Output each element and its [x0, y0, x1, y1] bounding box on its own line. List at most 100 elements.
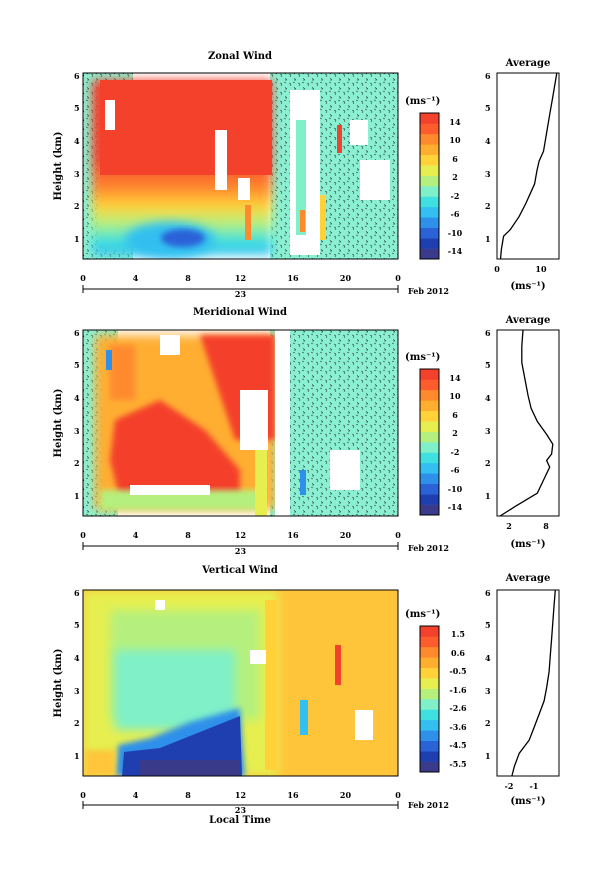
colorbar-swatch	[420, 206, 439, 218]
x-tick-label: 8	[185, 273, 191, 283]
dynamic-marks	[419, 72, 558, 777]
y-tick-label: 3	[74, 686, 80, 696]
y-tick-label: 6	[74, 328, 80, 338]
colorbar-tick: -5.5	[449, 759, 466, 769]
y-tick-label: 4	[74, 653, 80, 663]
colorbar-swatch	[420, 688, 439, 700]
colorbar-frame	[419, 112, 440, 260]
y-axis-title: Height (km)	[53, 132, 64, 201]
colorbar-swatch	[420, 636, 439, 648]
profile-y-tick: 5	[485, 360, 491, 370]
day-bar-zonal: 23 Feb 2012	[82, 285, 449, 299]
title-zonal-wind: Zonal Wind	[208, 51, 272, 62]
heatmap-vertical	[83, 590, 398, 776]
colorbar-tick: 14	[449, 117, 461, 127]
panel-meridional-wind: Meridional Wind 0 4 8 12 16 20	[53, 307, 560, 556]
y-ticks-vertical: 1 2 3 4 5 6	[74, 588, 80, 761]
panel-zonal-wind: Zonal Wind 0 4 8 12 16	[53, 51, 560, 299]
x-tick-label: 0	[395, 530, 401, 540]
colorbar-swatch	[420, 626, 439, 637]
colorbar-swatch	[420, 740, 439, 752]
y-tick-label: 1	[74, 491, 80, 501]
title-meridional-wind: Meridional Wind	[193, 307, 287, 318]
colorbar-tick: -10	[448, 228, 463, 238]
y-tick-label: 6	[74, 71, 80, 81]
x-tick-label: 4	[133, 530, 139, 540]
colorbar-tick: 6	[452, 410, 458, 420]
colorbar-swatch	[420, 175, 439, 187]
x-ticks-meridional: 0 4 8 12 16 20 0	[80, 530, 401, 540]
colorbar-tick: -6	[451, 209, 460, 219]
colorbar-frame	[419, 368, 440, 516]
profile-y-tick: 3	[485, 686, 491, 696]
colorbar-swatch	[420, 154, 439, 166]
y-tick-label: 5	[74, 620, 80, 630]
colorbar-swatch	[420, 389, 439, 401]
profile-x-unit: (ms⁻¹)	[510, 796, 545, 807]
profile-x-unit: (ms⁻¹)	[510, 539, 545, 550]
profile-y-tick: 4	[485, 393, 491, 403]
profile-title: Average	[505, 573, 551, 584]
profile-x-tick: 2	[506, 521, 512, 531]
profile-zonal: 1 2 3 4 5 6 0 10 (ms⁻¹)	[485, 71, 560, 292]
x-tick-label: 4	[133, 273, 139, 283]
x-tick-label: 0	[80, 790, 86, 800]
colorbar-swatch	[420, 133, 439, 145]
colorbar-tick: -2	[451, 447, 460, 457]
colorbar-tick: 10	[449, 391, 461, 401]
day-label: 23	[235, 805, 247, 815]
colorbar-tick: 2	[452, 172, 458, 182]
colorbar-swatch	[420, 227, 439, 239]
x-tick-label: 16	[287, 530, 299, 540]
x-tick-label: 0	[395, 790, 401, 800]
profile-y-tick: 5	[485, 103, 491, 113]
profile-y-tick: 2	[485, 718, 491, 728]
x-tick-label: 8	[185, 530, 191, 540]
colorbar-swatch	[420, 421, 439, 432]
colorbar-swatch	[420, 452, 439, 464]
profile-x-tick: -2	[505, 781, 514, 791]
y-axis-title: Height (km)	[53, 649, 64, 718]
colorbar-swatch	[420, 719, 439, 731]
profile-y-tick: 6	[485, 71, 491, 81]
y-tick-label: 2	[74, 718, 80, 728]
profile-y-tick: 1	[485, 234, 491, 244]
x-tick-label: 20	[340, 530, 352, 540]
colorbar-tick: 0.6	[451, 648, 465, 658]
colorbar-swatch	[420, 678, 439, 689]
x-tick-label: 20	[340, 790, 352, 800]
profile-title: Average	[505, 315, 551, 326]
profile-line	[511, 589, 556, 777]
colorbar-swatch	[420, 462, 439, 474]
colorbar-swatch	[420, 186, 439, 197]
x-tick-label: 20	[340, 273, 352, 283]
profile-line	[499, 329, 554, 517]
colorbar-tick: 14	[449, 373, 461, 383]
x-tick-label: 12	[235, 273, 246, 283]
profile-y-tick: 6	[485, 588, 491, 598]
colorbar-tick: -4.5	[449, 740, 466, 750]
colorbar-tick: -0.5	[449, 666, 466, 676]
y-tick-label: 5	[74, 360, 80, 370]
profile-y-tick: 1	[485, 491, 491, 501]
colorbar-tick: -14	[448, 502, 463, 512]
colorbar-swatch	[420, 646, 439, 658]
x-tick-label: 16	[287, 273, 299, 283]
profile-x-unit: (ms⁻¹)	[510, 281, 545, 292]
colorbar-tick: -6	[451, 465, 460, 475]
colorbar-swatch	[420, 113, 439, 124]
colorbar-swatch	[420, 751, 439, 762]
colorbar-swatch	[420, 248, 439, 260]
profile-y-tick: 6	[485, 328, 491, 338]
date-label: Feb 2012	[408, 286, 449, 296]
colorbar-tick: -2.6	[449, 703, 467, 713]
day-bar-vertical: 23 Feb 2012	[82, 800, 449, 815]
y-tick-label: 1	[74, 234, 80, 244]
x-tick-label: 0	[395, 273, 401, 283]
colorbar-swatch	[420, 431, 439, 443]
colorbar-tick: -14	[448, 246, 463, 256]
colorbar-tick: 1.5	[451, 629, 465, 639]
profile-x-tick: 10	[535, 264, 547, 274]
y-tick-label: 3	[74, 426, 80, 436]
